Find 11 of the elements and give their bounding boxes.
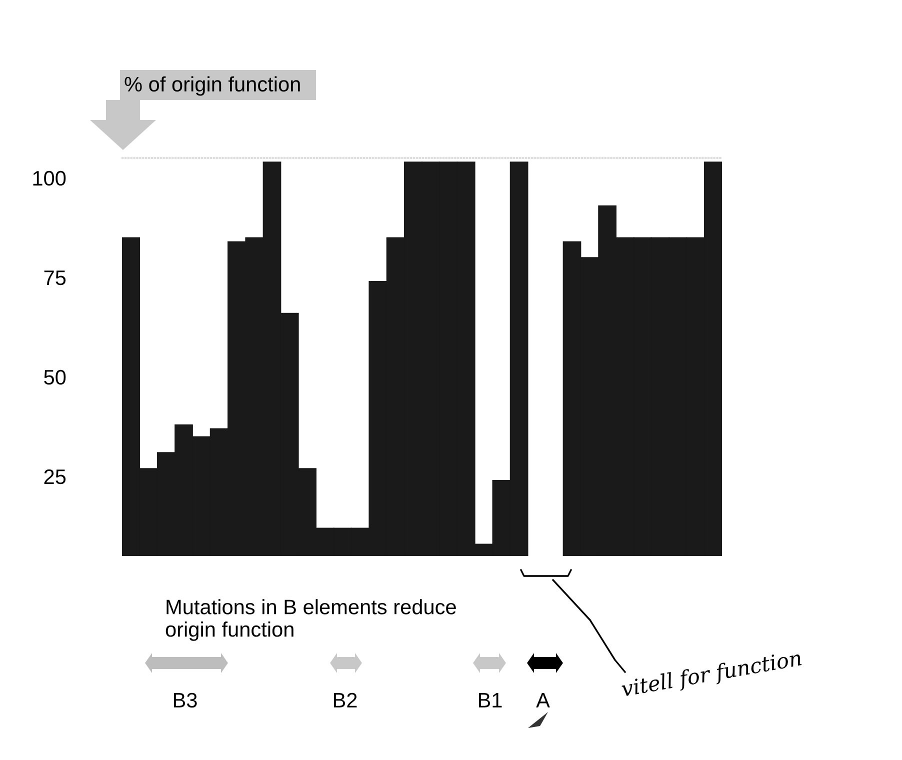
- text: Mutations in B elements reduce origin function: [166, 599, 456, 641]
- y-tick-label: 50: [44, 370, 66, 385]
- text: B3: [174, 692, 197, 708]
- text: B2: [334, 692, 357, 708]
- text: B1: [478, 693, 502, 708]
- y-tick-label: 100: [33, 170, 66, 186]
- text: vitell for function: [620, 649, 802, 701]
- text: A: [536, 693, 550, 708]
- y-axis-title: % of origin function: [124, 76, 300, 96]
- y-tick-label: 25: [44, 469, 66, 484]
- y-tick-label: 75: [44, 270, 66, 286]
